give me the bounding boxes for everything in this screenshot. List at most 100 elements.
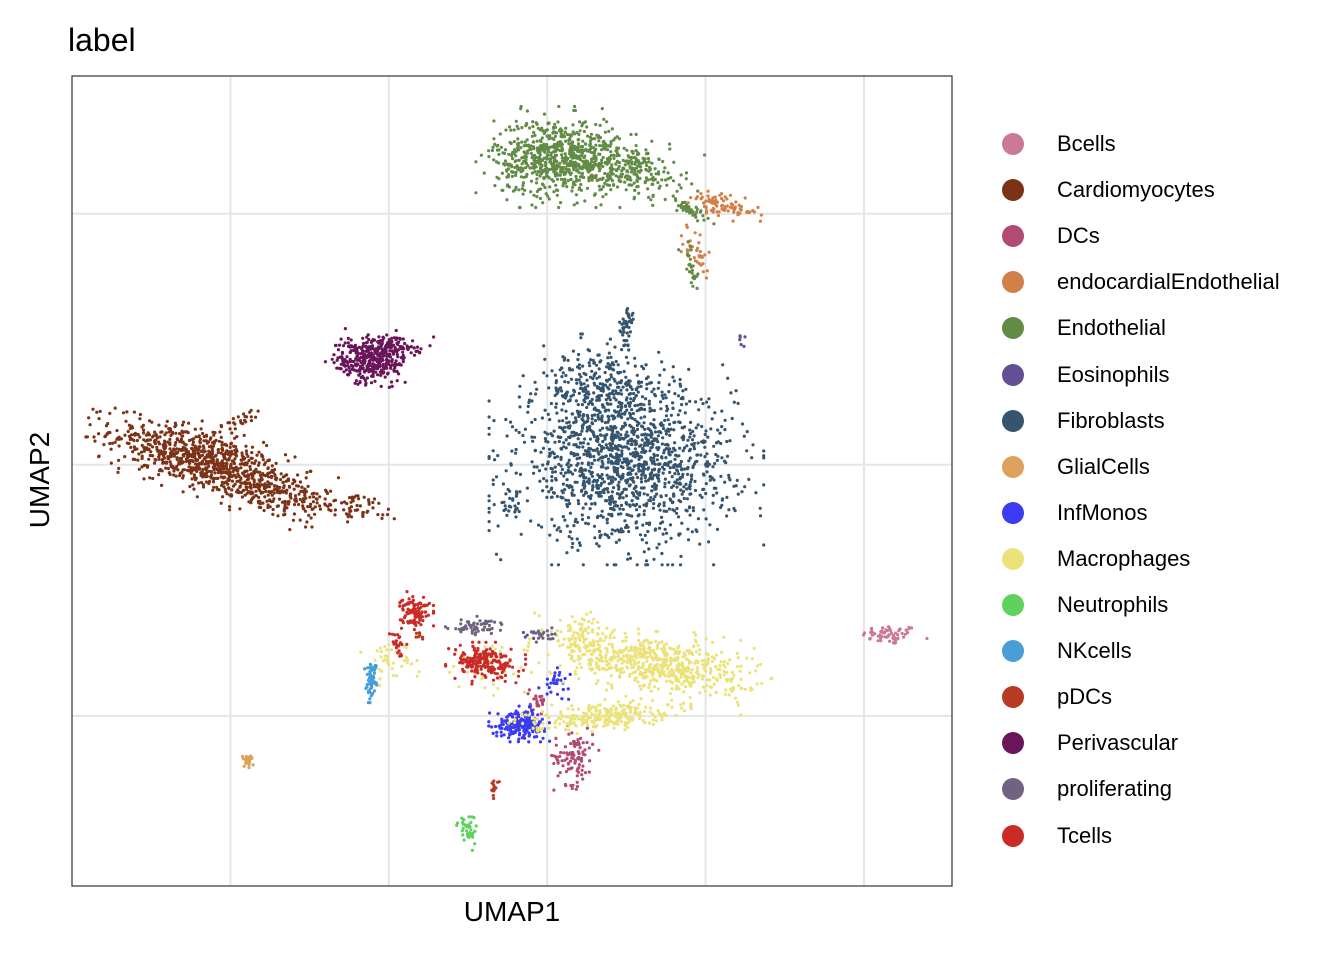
data-point [590, 474, 595, 478]
data-point [538, 479, 542, 483]
data-point [631, 429, 635, 433]
data-point [590, 402, 595, 406]
data-point [137, 452, 141, 456]
data-point [536, 148, 540, 152]
data-point [216, 470, 220, 475]
data-point [487, 520, 491, 524]
data-point [541, 489, 545, 493]
data-point [622, 457, 626, 461]
data-point [703, 689, 708, 693]
data-point [197, 481, 201, 485]
data-point [216, 450, 220, 455]
data-point [503, 504, 507, 508]
data-point [617, 485, 621, 489]
data-point [532, 471, 536, 475]
data-point [714, 486, 718, 490]
data-point [730, 677, 734, 681]
data-point [708, 671, 712, 675]
data-point [663, 527, 667, 531]
data-point [651, 182, 655, 186]
data-point [672, 509, 677, 513]
data-point [685, 267, 689, 271]
data-point [564, 498, 568, 502]
data-point [609, 633, 613, 637]
data-point [286, 502, 291, 506]
data-point [720, 456, 724, 460]
data-point [680, 492, 684, 496]
data-point [571, 472, 575, 476]
data-point [573, 670, 577, 674]
data-point [696, 675, 700, 679]
data-point [656, 687, 661, 691]
data-point [662, 501, 666, 505]
data-point [227, 486, 231, 490]
data-point [586, 134, 590, 138]
data-point [694, 528, 698, 532]
data-point [194, 476, 198, 480]
data-point [167, 471, 171, 475]
data-point [195, 469, 199, 473]
data-point [566, 761, 571, 765]
data-point [543, 131, 547, 135]
data-point [287, 484, 291, 488]
data-point [591, 358, 595, 362]
data-point [601, 426, 605, 430]
data-point [521, 168, 525, 172]
data-point [580, 461, 584, 465]
data-point [711, 501, 715, 505]
data-point [575, 780, 579, 784]
data-point [577, 363, 582, 367]
data-point [677, 248, 681, 252]
data-point [246, 454, 250, 458]
data-point [595, 640, 599, 644]
data-point [492, 137, 496, 141]
data-point [518, 384, 522, 388]
data-point [545, 174, 549, 178]
data-point [537, 704, 541, 708]
data-point [95, 410, 99, 414]
data-point [621, 333, 625, 337]
data-point [649, 177, 653, 181]
data-point [487, 426, 491, 430]
data-point [643, 674, 647, 679]
data-point [603, 142, 608, 146]
data-point [577, 755, 581, 759]
data-point [552, 429, 556, 433]
data-point [628, 423, 632, 427]
data-point [546, 653, 550, 657]
data-point [584, 159, 588, 163]
data-point [629, 132, 633, 137]
data-point [592, 524, 597, 528]
data-point [679, 488, 683, 492]
data-point [273, 468, 277, 472]
data-point [630, 499, 634, 503]
data-point [492, 419, 496, 423]
data-point [525, 172, 529, 176]
data-point [590, 160, 594, 164]
data-point [607, 160, 611, 165]
data-point [537, 614, 542, 618]
data-point [583, 154, 587, 158]
data-point [697, 408, 701, 412]
data-point [495, 148, 499, 152]
data-point [690, 473, 694, 477]
data-point [643, 415, 647, 419]
data-point [540, 694, 544, 698]
data-point [660, 456, 664, 460]
data-point [518, 731, 522, 736]
data-point [521, 374, 525, 378]
data-point [564, 770, 569, 774]
data-point [599, 484, 603, 488]
data-point [629, 476, 633, 480]
data-point [328, 502, 332, 506]
data-point [575, 457, 579, 461]
data-point [638, 169, 643, 173]
data-point [499, 734, 504, 738]
data-point [582, 371, 586, 375]
data-point [575, 169, 579, 173]
data-point [554, 736, 558, 741]
data-point [630, 442, 634, 447]
data-point [598, 428, 602, 432]
data-point [684, 177, 688, 181]
